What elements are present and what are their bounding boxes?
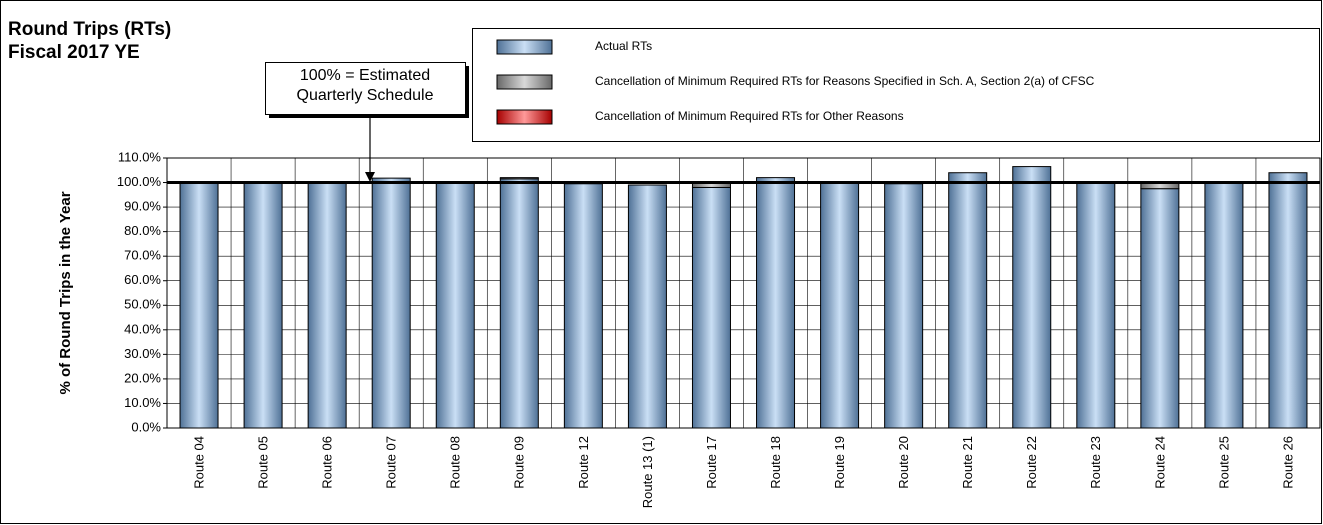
annotation: 100% = Estimated Quarterly Schedule	[297, 67, 434, 104]
x-tick-label: Route 07	[384, 436, 399, 489]
x-tick-label: Route 24	[1152, 436, 1167, 489]
y-tick-label: 30.0%	[124, 346, 161, 361]
x-tick-label: Route 20	[896, 436, 911, 489]
y-tick-label: 60.0%	[124, 272, 161, 287]
legend-label: Cancellation of Minimum Required RTs for…	[595, 74, 1095, 88]
bar	[884, 183, 924, 429]
bar	[820, 182, 860, 429]
bar	[948, 172, 988, 429]
bar	[179, 182, 219, 429]
y-tick-label: 80.0%	[124, 223, 161, 238]
bar	[499, 177, 539, 180]
y-tick-label: 100.0%	[117, 174, 162, 189]
chart-subtitle: Fiscal 2017 YE	[8, 42, 140, 63]
y-tick-label: 0.0%	[131, 419, 161, 434]
note-box	[265, 62, 466, 115]
bar	[499, 178, 539, 429]
bar	[307, 182, 347, 429]
x-tick-label: Route 18	[768, 436, 783, 489]
legend-swatch	[496, 39, 553, 55]
bar	[435, 182, 475, 429]
chart-title: Round Trips (RTs)	[8, 19, 171, 40]
y-tick-label: 50.0%	[124, 297, 161, 312]
bar	[1140, 188, 1180, 429]
y-tick-label: 90.0%	[124, 199, 161, 214]
x-tick-label: Route 09	[512, 436, 527, 489]
y-tick-label: 40.0%	[124, 321, 161, 336]
bar	[1268, 172, 1308, 429]
x-tick-label: Route 06	[320, 436, 335, 489]
bar	[1076, 182, 1116, 429]
note-arrowhead	[365, 172, 375, 182]
bar	[371, 177, 411, 429]
x-tick-label: Route 13 (1)	[640, 436, 655, 508]
x-tick-label: Route 25	[1216, 436, 1231, 489]
x-tick-label: Route 12	[576, 436, 591, 489]
x-tick-label: Route 17	[704, 436, 719, 489]
y-axis-label: % of Round Trips in the Year	[57, 191, 74, 394]
bar	[691, 186, 731, 429]
bar	[243, 182, 283, 429]
legend-label: Actual RTs	[595, 39, 652, 53]
x-tick-label: Route 05	[256, 436, 271, 489]
legend-box	[472, 28, 1320, 142]
x-tick-label: Route 21	[960, 436, 975, 489]
x-tick-label: Route 19	[832, 436, 847, 489]
bar	[627, 184, 667, 429]
bar	[563, 183, 603, 429]
legend-swatch	[496, 109, 553, 125]
x-tick-label: Route 23	[1088, 436, 1103, 489]
x-tick-label: Route 22	[1024, 436, 1039, 489]
y-tick-label: 20.0%	[124, 370, 161, 385]
x-tick-label: Route 26	[1280, 436, 1295, 489]
x-tick-label: Route 04	[191, 436, 206, 489]
legend-label: Cancellation of Minimum Required RTs for…	[595, 109, 904, 123]
y-tick-label: 70.0%	[124, 248, 161, 263]
y-tick-label: 10.0%	[124, 395, 161, 410]
y-tick-label: 110.0%	[118, 149, 162, 164]
bar	[1012, 166, 1052, 429]
legend-swatch	[496, 74, 553, 90]
bar	[1204, 182, 1244, 429]
bar	[756, 177, 796, 429]
x-tick-label: Route 08	[448, 436, 463, 489]
